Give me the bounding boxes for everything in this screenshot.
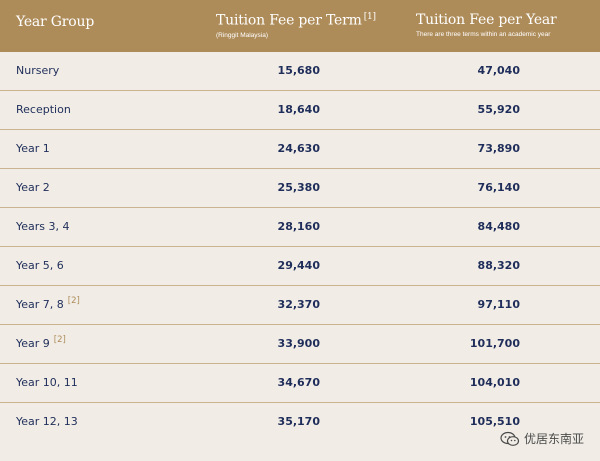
fee-per-term-cell: 18,640 <box>277 103 320 116</box>
year-group-cell: Year 1 <box>16 142 50 155</box>
fee-per-year-cell: 88,320 <box>477 259 520 272</box>
footnote-marker: [2] <box>67 296 80 307</box>
watermark: 优居东南亚 <box>500 430 584 447</box>
header-year-group: Year Group <box>16 14 94 30</box>
table-row: Year 5, 6 29,440 88,320 <box>0 247 600 286</box>
table-row: Year 2 25,380 76,140 <box>0 169 600 208</box>
watermark-text: 优居东南亚 <box>523 432 584 446</box>
table-row: Reception 18,640 55,920 <box>0 91 600 130</box>
table-row: Year 9 [2] 33,900 101,700 <box>0 325 600 364</box>
fee-per-year-cell: 84,480 <box>477 220 520 233</box>
header-fee-per-term: Tuition Fee per Term [1] (Ringgit Malaysi… <box>216 12 376 39</box>
table-row: Nursery 15,680 47,040 <box>0 52 600 91</box>
fee-per-term-cell: 28,160 <box>277 220 320 233</box>
fee-per-term-cell: 33,900 <box>277 337 320 350</box>
footnote-marker: [1] <box>363 12 376 22</box>
header-fee-per-term-subtitle: (Ringgit Malaysia) <box>216 31 269 39</box>
table-row: Year 10, 11 34,670 104,010 <box>0 364 600 403</box>
header-fee-per-year: Tuition Fee per Year There are three ter… <box>416 12 557 38</box>
year-group-cell: Year 7, 8 [2] <box>16 296 80 311</box>
fee-per-year-cell: 97,110 <box>477 298 520 311</box>
fee-per-year-cell: 47,040 <box>477 64 520 77</box>
fee-per-year-cell: 55,920 <box>477 103 520 116</box>
fee-per-year-cell: 73,890 <box>477 142 520 155</box>
table-row: Year 1 24,630 73,890 <box>0 130 600 169</box>
fee-per-year-cell: 101,700 <box>469 337 520 350</box>
year-group-cell: Years 3, 4 <box>16 220 70 233</box>
header-fee-per-term-title: Tuition Fee per Term <box>216 12 362 29</box>
fee-per-term-cell: 35,170 <box>277 415 320 428</box>
footnote-marker: [2] <box>53 335 66 346</box>
table-row: Year 7, 8 [2] 32,370 97,110 <box>0 286 600 325</box>
table-row: Year 12, 13 35,170 105,510 <box>0 403 600 441</box>
year-group-cell: Year 12, 13 <box>16 415 78 428</box>
year-group-cell: Reception <box>16 103 71 116</box>
fee-per-term-cell: 25,380 <box>277 181 320 194</box>
year-group-cell: Nursery <box>16 64 60 77</box>
year-group-cell: Year 2 <box>16 181 50 194</box>
fee-per-term-cell: 24,630 <box>277 142 320 155</box>
fee-per-year-cell: 76,140 <box>477 181 520 194</box>
fee-per-term-cell: 34,670 <box>277 376 320 389</box>
header-fee-per-year-title: Tuition Fee per Year <box>416 12 557 28</box>
year-group-cell: Year 9 [2] <box>16 335 66 350</box>
tuition-fee-table: Year Group Tuition Fee per Term [1] (Ring… <box>0 0 600 441</box>
wechat-icon <box>500 431 520 446</box>
year-group-cell: Year 10, 11 <box>16 376 78 389</box>
header-year-group-title: Year Group <box>16 14 95 30</box>
table-row: Years 3, 4 28,160 84,480 <box>0 208 600 247</box>
header-fee-per-year-subtitle: There are three terms within an academic… <box>416 31 551 38</box>
fee-per-year-cell: 104,010 <box>469 376 520 389</box>
fee-per-term-cell: 15,680 <box>277 64 320 77</box>
year-group-cell: Year 5, 6 <box>16 259 64 272</box>
table-header: Year Group Tuition Fee per Term [1] (Ring… <box>0 0 600 52</box>
table-body: Nursery 15,680 47,040 Reception 18,640 5… <box>0 52 600 441</box>
fee-per-term-cell: 32,370 <box>277 298 320 311</box>
fee-per-term-cell: 29,440 <box>277 259 320 272</box>
fee-per-year-cell: 105,510 <box>469 415 520 428</box>
